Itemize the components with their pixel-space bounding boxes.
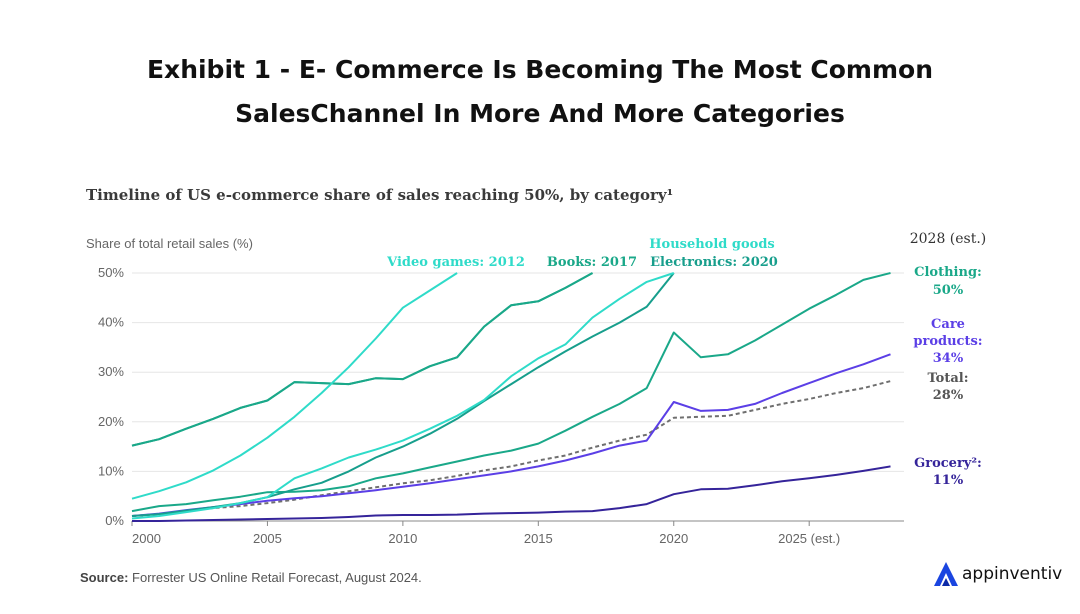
x-tick-label: 2015 xyxy=(524,531,553,546)
source-note: Source: Forrester US Online Retail Forec… xyxy=(80,570,422,585)
label-grocery-value: 11% xyxy=(933,473,964,488)
label-care-value: 34% xyxy=(933,351,964,366)
brand-logo: appinventiv xyxy=(933,561,1062,587)
chart-title: Timeline of US e-commerce share of sales… xyxy=(86,186,674,204)
x-tick-label: 2005 xyxy=(253,531,282,546)
est-header: 2028 (est.) xyxy=(910,231,987,247)
series-line-care-products xyxy=(131,353,891,517)
y-tick-label: 40% xyxy=(98,315,124,330)
brand-logo-icon xyxy=(934,562,958,586)
x-tick-label: 2025 (est.) xyxy=(778,531,840,546)
series-line-household-goods xyxy=(131,272,675,520)
brand-name: appinventiv xyxy=(962,564,1063,584)
series-line-video-games xyxy=(131,272,458,500)
x-tick-label: 2010 xyxy=(388,531,417,546)
label-household-goods: Household goods xyxy=(649,237,775,252)
label-clothing-value: 50% xyxy=(933,283,964,298)
y-tick-label: 20% xyxy=(98,414,124,429)
series-line-grocery xyxy=(132,465,891,522)
source-text: Forrester US Online Retail Forecast, Aug… xyxy=(132,570,422,585)
y-tick-label: 0% xyxy=(105,513,124,528)
series-line-clothing-2028 xyxy=(131,272,891,513)
x-tick-label: 2000 xyxy=(132,531,161,546)
label-books: Books: 2017 xyxy=(547,255,637,270)
y-tick-label: 30% xyxy=(98,364,124,379)
label-total-value: 28% xyxy=(933,388,964,403)
label-video-games: Video games: 2012 xyxy=(386,255,525,270)
y-tick-label: 50% xyxy=(98,265,124,280)
label-total: Total: xyxy=(927,371,968,386)
series-line-books xyxy=(131,272,593,447)
series-line-clothing xyxy=(131,272,593,447)
series-line-total xyxy=(131,380,891,517)
source-label: Source: xyxy=(80,570,129,585)
title-line-2: SalesChannel In More And More Categories xyxy=(235,99,845,128)
page-title: Exhibit 1 - E- Commerce Is Becoming The … xyxy=(0,48,1080,136)
label-electronics: Electronics: 2020 xyxy=(650,255,778,270)
label-care-2: products: xyxy=(913,334,982,349)
label-clothing: Clothing: xyxy=(914,265,982,280)
series-line-electronics xyxy=(131,272,675,517)
title-line-1: Exhibit 1 - E- Commerce Is Becoming The … xyxy=(146,55,933,84)
label-care: Care xyxy=(931,317,965,332)
x-tick-label: 2020 xyxy=(659,531,688,546)
label-grocery: Grocery²: xyxy=(914,456,982,471)
y-axis-label: Share of total retail sales (%) xyxy=(86,236,253,251)
y-tick-label: 10% xyxy=(98,463,124,478)
